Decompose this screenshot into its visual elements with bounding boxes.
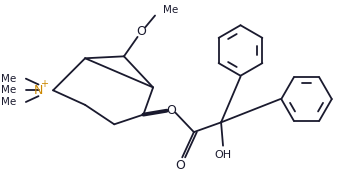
Text: Me: Me: [1, 85, 16, 95]
Text: N: N: [34, 84, 43, 97]
Text: O: O: [175, 159, 185, 172]
Text: Me: Me: [1, 97, 16, 107]
Text: O: O: [136, 25, 146, 37]
Text: +: +: [40, 79, 48, 89]
Text: Me: Me: [1, 74, 16, 84]
Text: Me: Me: [163, 5, 178, 15]
Text: O: O: [166, 104, 177, 117]
Text: OH: OH: [214, 150, 232, 160]
